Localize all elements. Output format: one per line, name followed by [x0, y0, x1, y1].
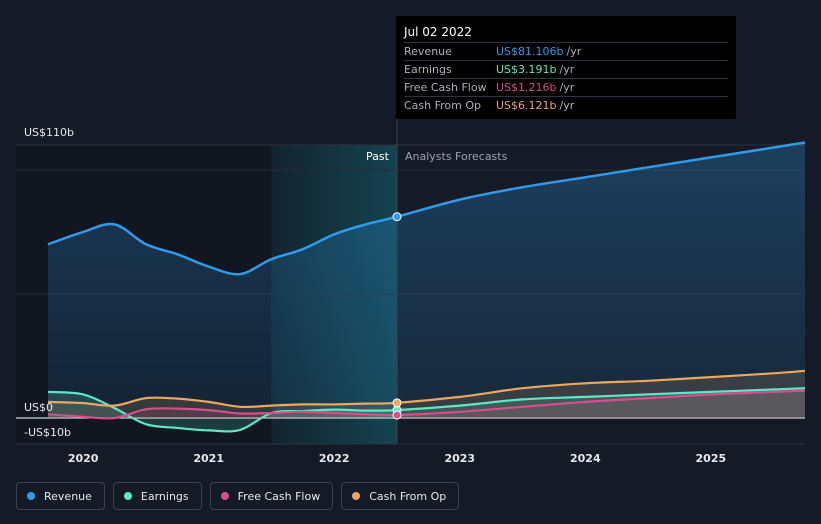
area-revenue — [48, 142, 805, 418]
legend-label: Earnings — [140, 489, 189, 503]
legend-label: Revenue — [44, 489, 92, 503]
series-lines — [47, 141, 806, 433]
legend-dot-icon — [352, 492, 361, 500]
x-tick-label: 2020 — [68, 452, 99, 465]
tooltip-label: Revenue — [404, 45, 452, 58]
y-axis-label-bottom: -US$10b — [24, 426, 71, 439]
x-tick-label: 2023 — [444, 452, 475, 465]
x-tick-label: 2025 — [696, 452, 727, 465]
line-cash_from_op — [47, 369, 806, 409]
tooltip-label: Earnings — [404, 63, 452, 76]
x-axis-ticks: 2020 2021 2022 2023 2024 2025 — [68, 452, 726, 465]
x-tick-label: 2021 — [193, 452, 224, 465]
legend-label: Free Cash Flow — [237, 489, 321, 503]
tooltip-row-free-cash-flow: Free Cash Flow US$1.216b /yr — [404, 78, 728, 96]
line-revenue — [47, 141, 806, 276]
tooltip-value: US$81.106b — [496, 45, 564, 58]
marker-revenue — [392, 212, 402, 222]
y-axis-label-zero: US$0 — [24, 401, 53, 414]
tooltip-row-earnings: Earnings US$3.191b /yr — [404, 60, 728, 78]
line-earnings — [47, 387, 806, 433]
tooltip-label: Cash From Op — [404, 99, 482, 112]
tooltip-value: US$6.121b — [496, 99, 557, 112]
legend-item-free-cash-flow[interactable]: Free Cash Flow — [209, 482, 334, 510]
past-label: Past — [366, 150, 390, 163]
marker-free_cash_flow — [392, 410, 402, 420]
forecast-label: Analysts Forecasts — [405, 150, 508, 163]
legend-label: Cash From Op — [369, 489, 447, 503]
area-free_cash_flow — [48, 390, 805, 419]
tooltip-unit: /yr — [559, 99, 575, 112]
hover-markers — [392, 212, 402, 420]
y-axis-label-top: US$110b — [24, 126, 74, 139]
tooltip-row-revenue: Revenue US$81.106b /yr — [404, 42, 728, 60]
tooltip-unit: /yr — [559, 81, 575, 94]
legend-item-revenue[interactable]: Revenue — [16, 482, 105, 510]
legend-dot-icon — [123, 492, 132, 500]
tooltip-row-cash-from-op: Cash From Op US$6.121b /yr — [404, 96, 728, 114]
tooltip-date: Jul 02 2022 — [404, 25, 472, 39]
tooltip-value: US$1.216b — [496, 81, 557, 94]
tooltip-value: US$3.191b — [496, 63, 557, 76]
x-tick-label: 2022 — [319, 452, 350, 465]
tooltip-label: Free Cash Flow — [404, 81, 487, 94]
legend: Revenue Earnings Free Cash Flow Cash Fro… — [16, 482, 460, 510]
legend-item-cash-from-op[interactable]: Cash From Op — [341, 482, 460, 510]
tooltip-unit: /yr — [566, 45, 582, 58]
legend-dot-icon — [27, 492, 35, 500]
tooltip: Jul 02 2022 Revenue US$81.106b /yr Earni… — [396, 16, 736, 119]
tooltip-unit: /yr — [559, 63, 575, 76]
marker-cash_from_op — [392, 398, 402, 408]
line-free_cash_flow — [47, 389, 806, 420]
x-tick-label: 2024 — [570, 452, 601, 465]
legend-item-earnings[interactable]: Earnings — [112, 482, 202, 510]
legend-dot-icon — [220, 492, 229, 500]
